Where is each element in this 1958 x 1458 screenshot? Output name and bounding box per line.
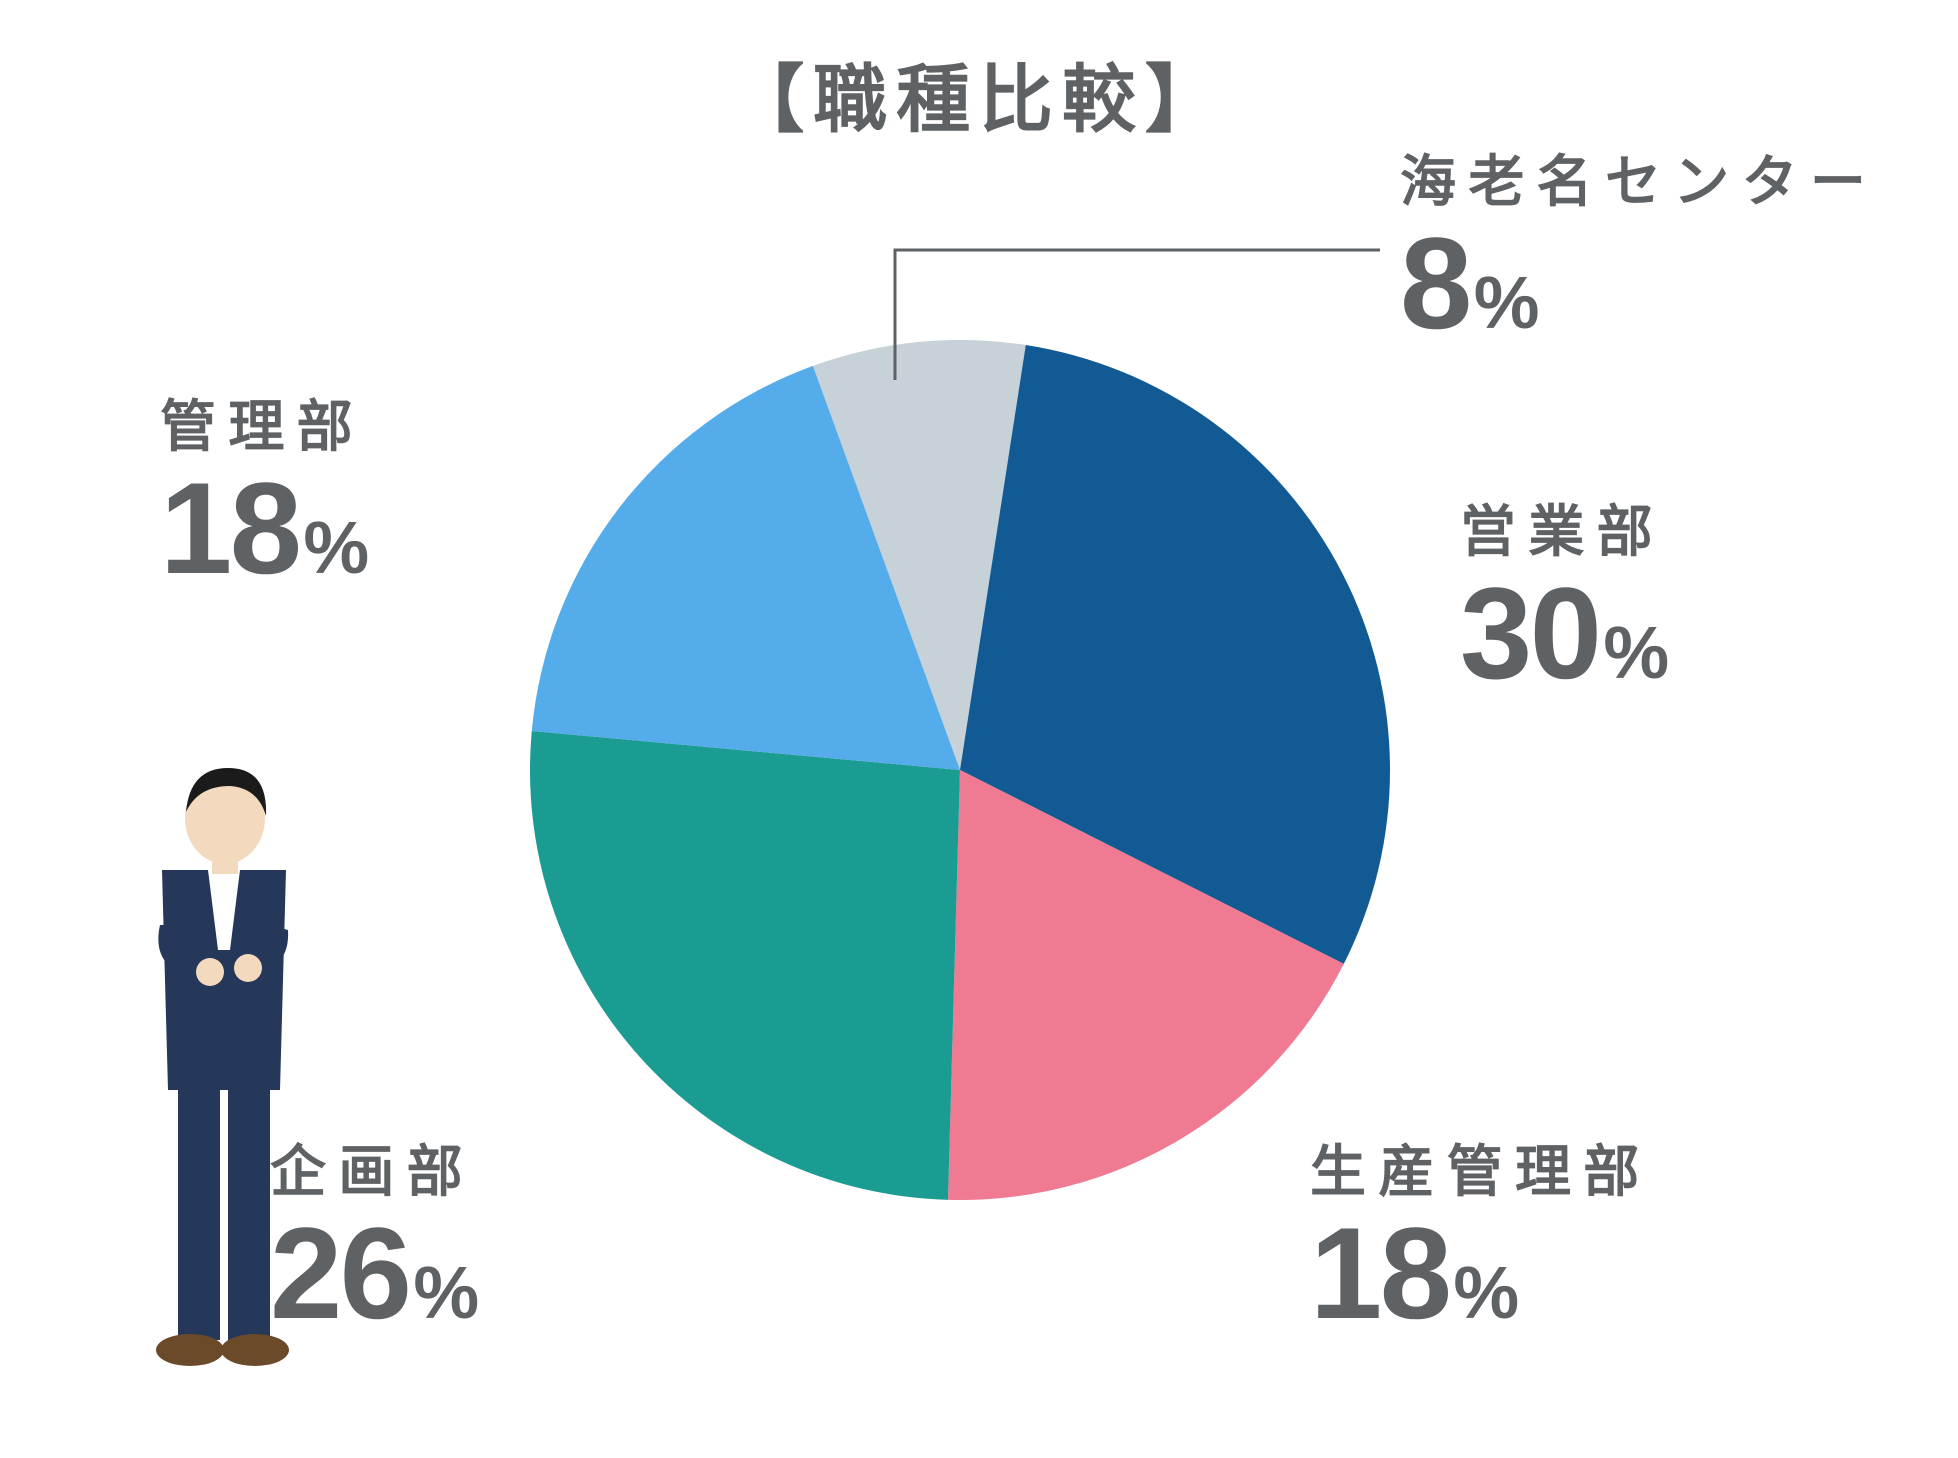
slice-value: 8% [1400,222,1878,346]
slice-label: 海老名センター 8% [1400,150,1878,346]
percent-symbol: % [1474,266,1540,340]
slice-value: 18% [1310,1212,1652,1336]
slice-number: 18 [1310,1212,1449,1336]
percent-symbol: % [413,1256,479,1330]
man-shoe [156,1334,224,1366]
man-leg [178,1080,220,1340]
pie-slice [530,731,960,1200]
slice-label: 営業部 30% [1460,500,1669,696]
man-hand [234,954,262,982]
slice-number: 18 [160,467,299,591]
man-hand [196,958,224,986]
percent-symbol: % [1453,1256,1519,1330]
percent-symbol: % [1603,616,1669,690]
slice-category: 営業部 [1460,500,1669,564]
man-leg [228,1080,270,1340]
pie-chart-infographic: 【職種比較】 海老名センター8%営業部30%生産管理部18%企画部26%管理部1… [0,0,1958,1458]
slice-category: 管理部 [160,395,369,459]
man-shoe [221,1334,289,1366]
businessman-illustration [90,720,320,1380]
slice-category: 生産管理部 [1310,1140,1652,1204]
slice-value: 18% [160,467,369,591]
slice-number: 8 [1400,222,1470,346]
percent-symbol: % [303,511,369,585]
slice-number: 30 [1460,572,1599,696]
slice-label: 生産管理部 18% [1310,1140,1652,1336]
slice-value: 30% [1460,572,1669,696]
slice-label: 管理部 18% [160,395,369,591]
slice-category: 海老名センター [1400,150,1878,214]
